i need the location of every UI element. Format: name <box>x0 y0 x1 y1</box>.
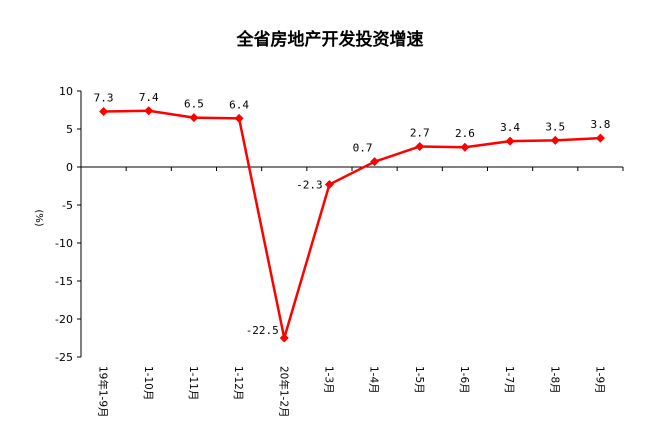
y-tick-label: 0 <box>66 161 73 174</box>
y-axis: 10 5 0 -5 -10 -15 -20 -25 <box>55 85 81 364</box>
x-tick-label: 20年1-2月 <box>277 366 290 418</box>
x-tick-label: 1-12月 <box>232 366 244 400</box>
data-label: 2.6 <box>455 127 475 140</box>
x-tick-label: 1-11月 <box>187 366 199 400</box>
data-point <box>415 141 425 151</box>
data-point <box>595 133 605 143</box>
x-tick-label: 1-8月 <box>548 366 560 394</box>
x-tick-label: 1-3月 <box>322 366 334 394</box>
data-point <box>279 333 289 343</box>
data-label: 2.7 <box>410 126 430 139</box>
data-label: 6.5 <box>184 98 204 111</box>
y-axis-label: (%) <box>33 209 44 226</box>
x-tick-label: 1-7月 <box>503 366 515 394</box>
y-tick-label: -25 <box>55 351 73 364</box>
series-line <box>103 109 601 340</box>
x-tick-label: 1-9月 <box>593 366 605 394</box>
y-tick-label: -10 <box>55 237 73 250</box>
data-point <box>505 136 515 146</box>
data-point <box>144 106 154 116</box>
data-label: -22.5 <box>246 324 279 337</box>
data-labels: 7.3 7.4 6.5 6.4 -22.5 -2.3 0.7 2.7 2.6 3.4 3.5 3.8 <box>94 91 611 337</box>
series-group <box>99 106 605 343</box>
x-tick-label: 1-6月 <box>458 366 470 394</box>
chart-title: 全省房地产开发投资增速 <box>236 29 424 50</box>
y-tick-label: -20 <box>55 313 73 326</box>
x-tick-label: 1-10月 <box>142 366 154 400</box>
data-point <box>370 157 380 167</box>
x-tick-label: 1-5月 <box>413 366 425 394</box>
data-point <box>234 113 244 123</box>
data-label: 7.4 <box>139 91 159 104</box>
data-point <box>324 179 334 189</box>
y-tick-label: -5 <box>62 199 73 212</box>
data-point <box>550 135 560 145</box>
data-label: -2.3 <box>296 178 323 191</box>
data-label: 7.3 <box>94 92 114 105</box>
data-label: 3.4 <box>500 121 520 134</box>
data-point <box>99 107 109 117</box>
data-point <box>189 113 199 123</box>
data-label: 6.4 <box>229 98 249 111</box>
x-tick-label: 1-4月 <box>368 366 380 394</box>
data-label: 3.5 <box>545 120 565 133</box>
data-label: 0.7 <box>353 142 373 155</box>
y-tick-label: 10 <box>59 85 73 98</box>
x-axis: 19年1-9月 1-10月 1-11月 1-12月 20年1-2月 1-3月 1-4月 1-5… <box>80 167 624 418</box>
y-tick-label: 5 <box>66 123 73 136</box>
data-label: 3.8 <box>590 118 610 131</box>
axes <box>80 91 623 357</box>
data-point <box>460 142 470 152</box>
y-tick-label: -15 <box>55 275 73 288</box>
x-tick-label: 19年1-9月 <box>97 366 110 418</box>
